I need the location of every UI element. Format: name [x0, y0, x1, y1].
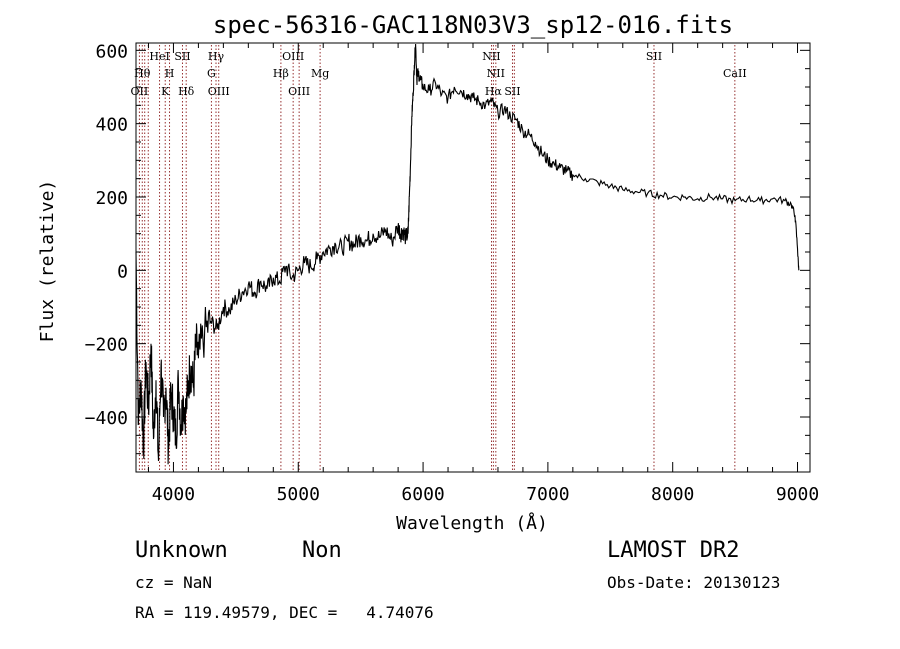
spectral-line-label: NII	[487, 67, 505, 80]
redshift-cz: cz = NaN	[135, 573, 213, 592]
ra-dec-coordinates: RA = 119.49579, DEC = 4.74076	[135, 603, 434, 622]
x-tick-label: 5000	[277, 484, 320, 505]
y-tick-label: 400	[95, 115, 128, 136]
spectral-line-label: OIII	[208, 85, 230, 98]
spectral-line-labels: OIIHθHeIKHSIIHδGHγOIIIHβOIIIOIIIMgNIIHαN…	[131, 50, 747, 98]
x-tick-label: 9000	[776, 484, 819, 505]
spectral-line-label: OII	[131, 85, 149, 98]
spectral-line-label: Hθ	[134, 67, 151, 80]
x-axis: 4000 5000 6000 7000 8000 9000	[147, 43, 819, 505]
y-axis: −400 −200 0 200 400 600	[85, 41, 810, 455]
y-tick-label: −200	[85, 335, 128, 356]
x-tick-label: 7000	[526, 484, 569, 505]
y-axis-label: Flux (relative)	[37, 180, 58, 343]
x-tick-label: 4000	[152, 484, 195, 505]
spectral-line-label: SII	[646, 50, 662, 63]
spectral-line-label: K	[161, 85, 170, 98]
spectral-line-label: Hδ	[178, 85, 195, 98]
spectral-line-label: OIII	[288, 85, 310, 98]
spectral-line-label: SII	[174, 50, 190, 63]
spectral-line-label: H	[165, 67, 175, 80]
spectral-line-label: HeI	[149, 50, 169, 63]
survey-name: LAMOST DR2	[607, 538, 740, 563]
spectral-line-label: Hα	[485, 85, 503, 98]
spectral-line-label: SII	[504, 85, 520, 98]
spectral-line-label: NII	[482, 50, 500, 63]
spectral-line-label: Mg	[311, 67, 329, 80]
spectral-line-label: Hγ	[208, 50, 225, 63]
spectral-line-label: Hβ	[273, 67, 289, 80]
x-tick-label: 6000	[401, 484, 444, 505]
spectral-line-label: CaII	[723, 67, 747, 80]
spectrum-chart: spec-56316-GAC118N03V3_sp12-016.fits OII…	[37, 11, 819, 534]
x-axis-label: Wavelength (Å)	[396, 512, 548, 534]
x-tick-label: 8000	[651, 484, 694, 505]
observation-date: Obs-Date: 20130123	[607, 573, 781, 592]
y-tick-label: 200	[95, 188, 128, 209]
spectral-line-label: G	[207, 67, 216, 80]
plot-frame	[135, 42, 811, 473]
y-tick-label: 600	[95, 41, 128, 62]
spectrum-line	[135, 43, 800, 465]
spectral-line-markers	[138, 45, 736, 471]
y-tick-label: 0	[117, 261, 128, 282]
spectral-line-label: OIII	[282, 50, 304, 63]
object-subclass: Non	[302, 538, 342, 563]
chart-title: spec-56316-GAC118N03V3_sp12-016.fits	[213, 11, 733, 39]
object-class: Unknown	[135, 538, 228, 563]
y-tick-label: −400	[85, 408, 128, 429]
